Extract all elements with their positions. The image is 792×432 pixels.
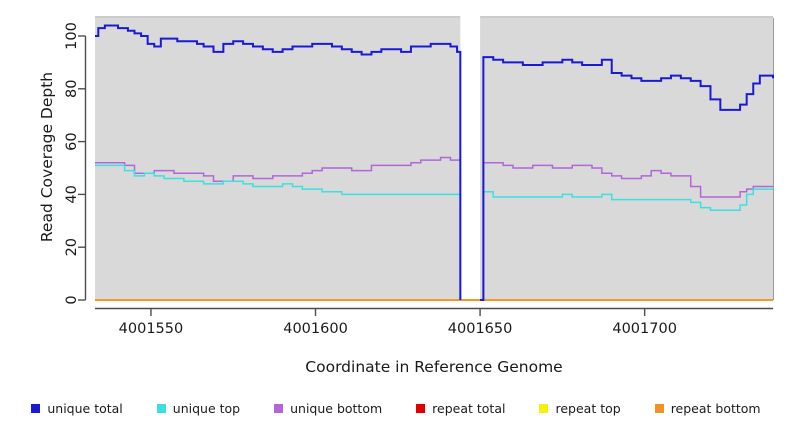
y-axis-tick-label: 100 — [64, 22, 80, 50]
legend-swatch-icon — [274, 403, 284, 413]
y-axis-tick-label: 0 — [64, 295, 80, 304]
plot-background — [95, 18, 773, 300]
y-axis-tick-label: 40 — [64, 185, 80, 203]
y-axis-tick-label: 60 — [64, 132, 80, 150]
legend-swatch-icon — [31, 403, 41, 413]
legend-label: unique bottom — [290, 400, 383, 416]
legend-label: unique total — [47, 400, 123, 416]
no-data-gap-band — [460, 18, 481, 300]
y-axis-tick-label: 20 — [64, 238, 80, 256]
legend-entry: repeat total — [416, 401, 505, 416]
legend-label: repeat bottom — [670, 400, 761, 416]
legend-entry: repeat bottom — [654, 400, 761, 416]
y-axis-tick-label: 80 — [64, 80, 80, 98]
x-axis-tick-label: 4001650 — [448, 321, 513, 337]
x-axis-tick-label: 4001600 — [283, 321, 348, 337]
x-axis-tick-label: 4001550 — [119, 321, 184, 337]
series-line-unique-total — [95, 24, 462, 300]
legend-swatch-icon — [539, 403, 549, 413]
series-line-unique-top-right-of-gap- — [480, 188, 773, 301]
series-line-unique-top — [95, 164, 462, 300]
legend-swatch-icon — [156, 403, 166, 413]
x-axis-tick-label: 4001700 — [612, 321, 677, 337]
legend-entry: repeat top — [539, 400, 621, 416]
chart-legend: unique total unique top unique bottom repea… — [0, 396, 792, 420]
y-axis-title: Read Coverage Depth — [38, 71, 56, 243]
legend-entry: unique total — [31, 400, 123, 416]
series-line-unique-bottom-right-of-gap- — [480, 161, 773, 301]
legend-label: unique top — [172, 400, 241, 416]
legend-label: repeat total — [432, 400, 506, 416]
x-axis-title: Coordinate in Reference Genome — [305, 358, 563, 376]
legend-entry: unique bottom — [274, 401, 382, 416]
legend-swatch-icon — [654, 403, 664, 413]
legend-swatch-icon — [416, 403, 426, 413]
legend-label: repeat top — [555, 400, 621, 416]
series-line-unique-bottom — [95, 156, 462, 300]
legend-entry: unique top — [156, 400, 241, 416]
series-line-unique-total-right-of-gap- — [480, 56, 774, 301]
